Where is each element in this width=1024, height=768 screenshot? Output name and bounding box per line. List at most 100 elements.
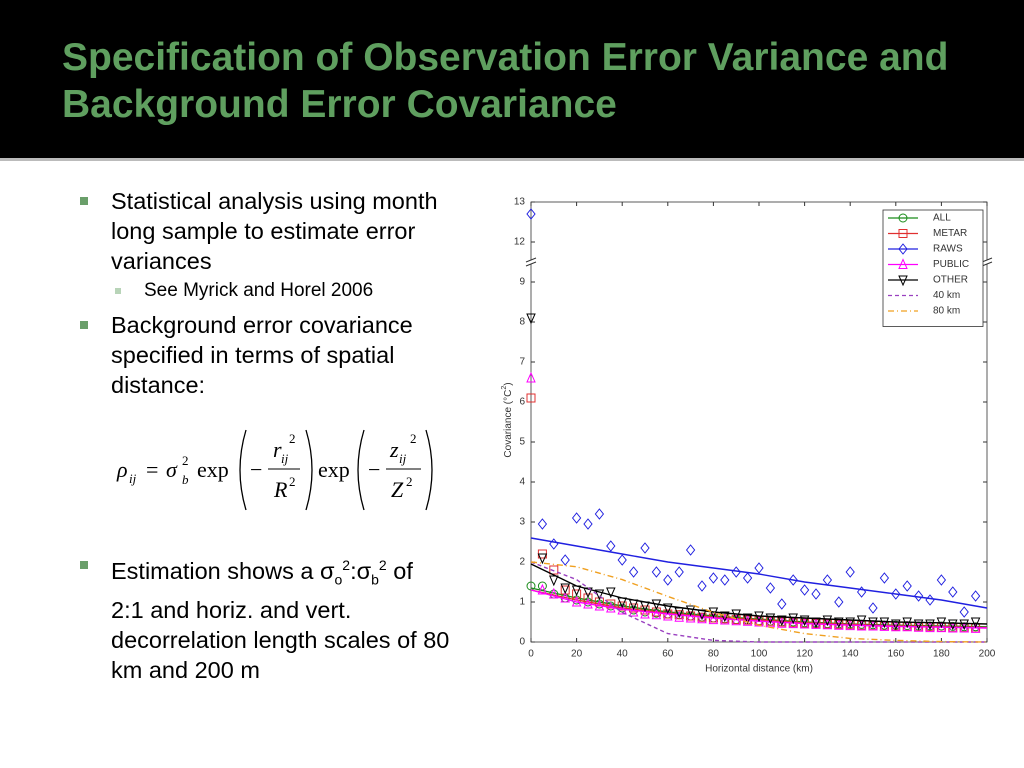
- marker: [560, 583, 570, 595]
- marker: [674, 610, 684, 620]
- x-tick-label: 180: [933, 649, 950, 660]
- paren: [425, 429, 433, 511]
- marker: [879, 572, 890, 584]
- marker: [777, 615, 787, 627]
- marker: [640, 607, 650, 619]
- legend-label: PUBLIC: [933, 259, 969, 270]
- marker: [663, 574, 673, 586]
- marker: [674, 610, 684, 622]
- sub-list: See Myrick and Horel 2006: [111, 278, 450, 304]
- marker: [925, 594, 935, 606]
- bullet: Estimation shows a σo2:σb2 of 2:1 and ho…: [80, 550, 450, 685]
- marker: [560, 591, 570, 603]
- marker: [902, 580, 912, 592]
- marker: [651, 566, 662, 578]
- y-tick-label: 3: [519, 517, 525, 528]
- x-tick-label: 60: [662, 649, 674, 660]
- marker: [571, 512, 582, 524]
- marker: [606, 601, 616, 613]
- marker: [754, 615, 764, 627]
- y-tick-label: 0: [519, 637, 525, 648]
- marker: [685, 611, 696, 623]
- axis-break: [981, 261, 993, 267]
- marker: [868, 617, 878, 629]
- bullet-text: Statistical analysis using month long sa…: [111, 188, 438, 274]
- formula-token: z: [389, 437, 399, 462]
- marker: [970, 622, 981, 633]
- bullet: Background error covariance specified in…: [80, 310, 450, 400]
- paren: [239, 429, 247, 511]
- formula-token: r: [273, 437, 282, 462]
- marker: [834, 596, 844, 608]
- x-tick-label: 200: [979, 649, 996, 660]
- y-label-sup: 2: [501, 386, 508, 390]
- fit-line: [530, 561, 987, 643]
- marker: [822, 574, 833, 586]
- x-tick-label: 40: [617, 649, 629, 660]
- marker: [560, 585, 570, 595]
- marker: [799, 617, 810, 629]
- marker: [856, 619, 867, 631]
- marker: [617, 603, 627, 615]
- formula-token: ρ: [116, 457, 128, 482]
- marker: [925, 619, 935, 631]
- formula-token: =: [146, 457, 158, 482]
- marker: [936, 617, 947, 629]
- marker: [537, 518, 548, 530]
- marker: [617, 597, 627, 609]
- y-tick-label: 6: [519, 397, 525, 408]
- marker: [925, 621, 935, 633]
- marker: [913, 620, 924, 632]
- marker: [685, 544, 696, 556]
- fit-line: [530, 537, 988, 609]
- marker: [959, 619, 969, 631]
- formula-token: 2: [182, 453, 189, 468]
- formula-token: 2: [406, 474, 413, 489]
- bullet-text: Background error covariance specified in…: [111, 312, 413, 398]
- marker: [606, 587, 616, 599]
- superscript: 2: [378, 557, 387, 573]
- marker: [572, 589, 582, 599]
- marker: [879, 617, 890, 629]
- legend-label: ALL: [933, 213, 951, 224]
- x-tick-label: 120: [796, 649, 813, 660]
- marker: [970, 590, 981, 602]
- legend-marker: [898, 229, 908, 238]
- marker: [970, 617, 981, 629]
- bullet-text: Estimation shows a σ: [111, 557, 335, 584]
- y-tick-label: 2: [519, 557, 525, 568]
- marker: [594, 599, 605, 611]
- legend-label: 40 km: [933, 290, 960, 301]
- marker: [777, 598, 787, 610]
- marker: [674, 607, 684, 619]
- marker: [708, 607, 719, 619]
- marker: [742, 613, 753, 625]
- marker: [959, 606, 969, 618]
- superscript: 2: [342, 557, 351, 573]
- marker: [845, 566, 855, 578]
- bullet: Statistical analysis using month long sa…: [80, 186, 450, 304]
- formula-token: −: [250, 457, 262, 482]
- y-label-part: Covariance (°C: [503, 390, 514, 458]
- marker: [731, 566, 741, 578]
- marker: [902, 620, 912, 632]
- marker: [754, 562, 764, 574]
- marker: [777, 616, 787, 628]
- y-tick-label: 4: [519, 477, 525, 488]
- marker: [571, 595, 582, 607]
- marker: [731, 614, 741, 626]
- subscript: b: [371, 571, 379, 588]
- fit-line: [530, 563, 988, 625]
- formula-token: R: [273, 477, 288, 502]
- marker: [959, 621, 969, 633]
- marker: [663, 609, 673, 621]
- marker: [765, 582, 776, 594]
- marker: [834, 617, 844, 629]
- marker: [891, 620, 901, 632]
- legend-label: 80 km: [933, 306, 960, 317]
- marker: [594, 508, 605, 520]
- y-tick-label: 7: [519, 357, 525, 368]
- formula-token: 2: [289, 474, 296, 489]
- x-tick-label: 80: [708, 649, 720, 660]
- marker: [948, 621, 958, 633]
